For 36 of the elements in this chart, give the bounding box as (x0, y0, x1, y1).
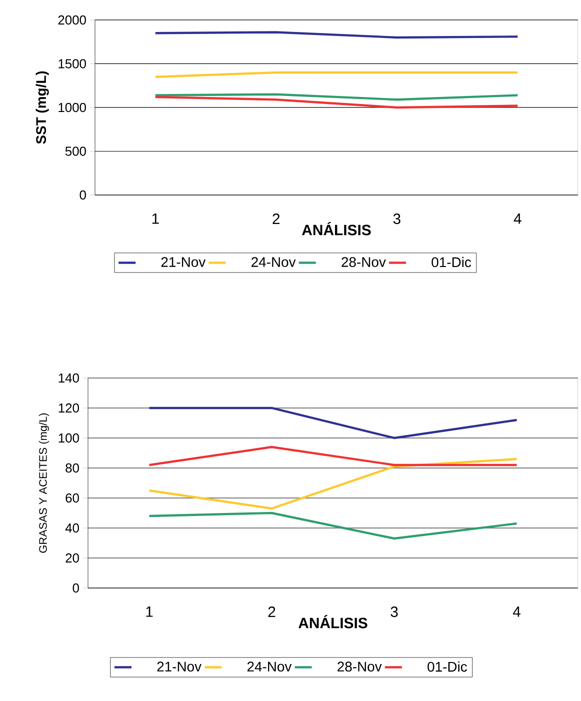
x-tick-label: 1 (152, 214, 159, 224)
line-series (148, 512, 518, 540)
y-tick-label: 0 (72, 583, 79, 593)
y-tick-label: 20 (66, 553, 79, 563)
x-tick-label: 4 (514, 214, 522, 224)
x-axis-title: ANÁLISIS (298, 614, 368, 628)
x-tick-label: 2 (268, 606, 276, 617)
legend-label: 01-Dic (427, 661, 467, 672)
y-tick-label: 80 (65, 463, 79, 473)
legend-label: 21-Nov (161, 257, 206, 267)
y-tick-label: 120 (58, 403, 79, 413)
legend-label: 01-Dic (432, 256, 471, 268)
legend-label: 24-Nov (251, 257, 296, 267)
y-tick-label: 100 (58, 433, 79, 443)
y-tick-label: 140 (58, 373, 79, 383)
x-tick-label: 2 (272, 214, 280, 224)
y-axis-title: SST (mg/L) (36, 71, 49, 144)
legend-label: 28-Nov (337, 662, 382, 672)
line-series (154, 96, 519, 109)
x-tick-label: 4 (512, 606, 520, 617)
x-tick-label: 1 (146, 606, 153, 617)
x-tick-label: 3 (390, 606, 398, 618)
y-tick-label: 40 (65, 523, 79, 533)
line-series (148, 458, 518, 510)
y-tick-label: 60 (66, 493, 79, 503)
legend-label: 28-Nov (342, 257, 386, 267)
x-axis-title: ANÁLISIS (302, 222, 371, 236)
y-tick-label: 2000 (58, 15, 86, 25)
y-axis-title: GRASAS Y ACEITES (mg/L) (38, 413, 49, 553)
x-tick-label: 3 (393, 214, 400, 224)
y-tick-label: 1000 (58, 102, 86, 112)
legend-label: 21-Nov (157, 662, 202, 672)
y-tick-label: 0 (80, 190, 86, 200)
legend-label: 24-Nov (247, 662, 292, 672)
y-tick-label: 500 (65, 146, 86, 156)
y-tick-label: 1500 (58, 59, 86, 68)
